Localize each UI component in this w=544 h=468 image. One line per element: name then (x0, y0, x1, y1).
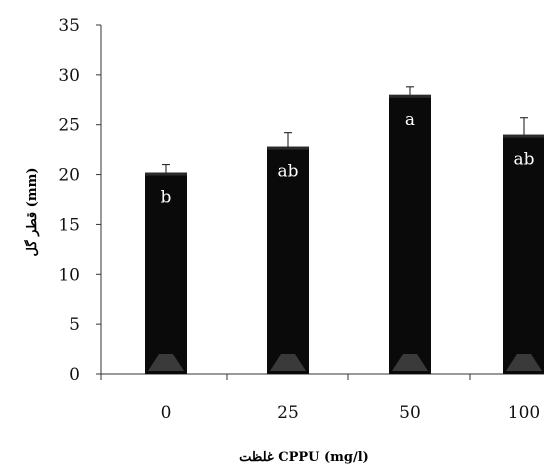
x-tick-label: 25 (277, 403, 299, 423)
y-tick-label: 15 (58, 215, 80, 235)
bar-base-shade (506, 354, 542, 371)
y-ticks: 0 5 10 15 20 25 30 35 (58, 16, 101, 385)
y-axis: 0 5 10 15 20 25 30 35 (58, 16, 102, 385)
y-tick-label: 25 (58, 116, 80, 136)
bar-base-shade (270, 354, 306, 371)
x-axis-title: غلظت CPPU (mg/l) (239, 450, 369, 465)
bar-label: ab (513, 150, 534, 170)
x-ticks: 0 25 50 100 (100, 374, 540, 423)
bar-top-edge (145, 172, 187, 176)
bar-label: a (405, 110, 415, 130)
bar-top-edge (389, 94, 431, 98)
bar (145, 172, 187, 374)
x-tick-label: 100 (508, 403, 540, 423)
y-axis-title: قطر گل (mm) (23, 168, 40, 257)
bar (503, 134, 544, 374)
bar-top-edge (267, 146, 309, 150)
bar (267, 146, 309, 374)
bar-base-shade (148, 354, 184, 371)
y-tick-label: 5 (69, 315, 80, 335)
y-tick-label: 10 (58, 265, 80, 285)
y-tick-label: 30 (58, 66, 80, 86)
bar-group: ab (267, 132, 309, 374)
bar-label: ab (277, 162, 298, 182)
x-tick-label: 0 (161, 403, 172, 423)
y-tick-label: 20 (58, 166, 80, 186)
bars: b ab a ab (145, 86, 544, 375)
bar-group: b (145, 164, 187, 374)
bar-label: b (161, 188, 172, 208)
bar-base-shade (392, 354, 428, 371)
y-tick-label: 35 (58, 16, 80, 36)
x-axis: 0 25 50 100 (100, 373, 544, 423)
bar-group: ab (503, 117, 544, 374)
bar (389, 94, 431, 375)
x-tick-label: 50 (399, 403, 421, 423)
bar-top-edge (503, 134, 544, 138)
bar-group: a (389, 86, 431, 375)
y-tick-label: 0 (69, 365, 80, 385)
